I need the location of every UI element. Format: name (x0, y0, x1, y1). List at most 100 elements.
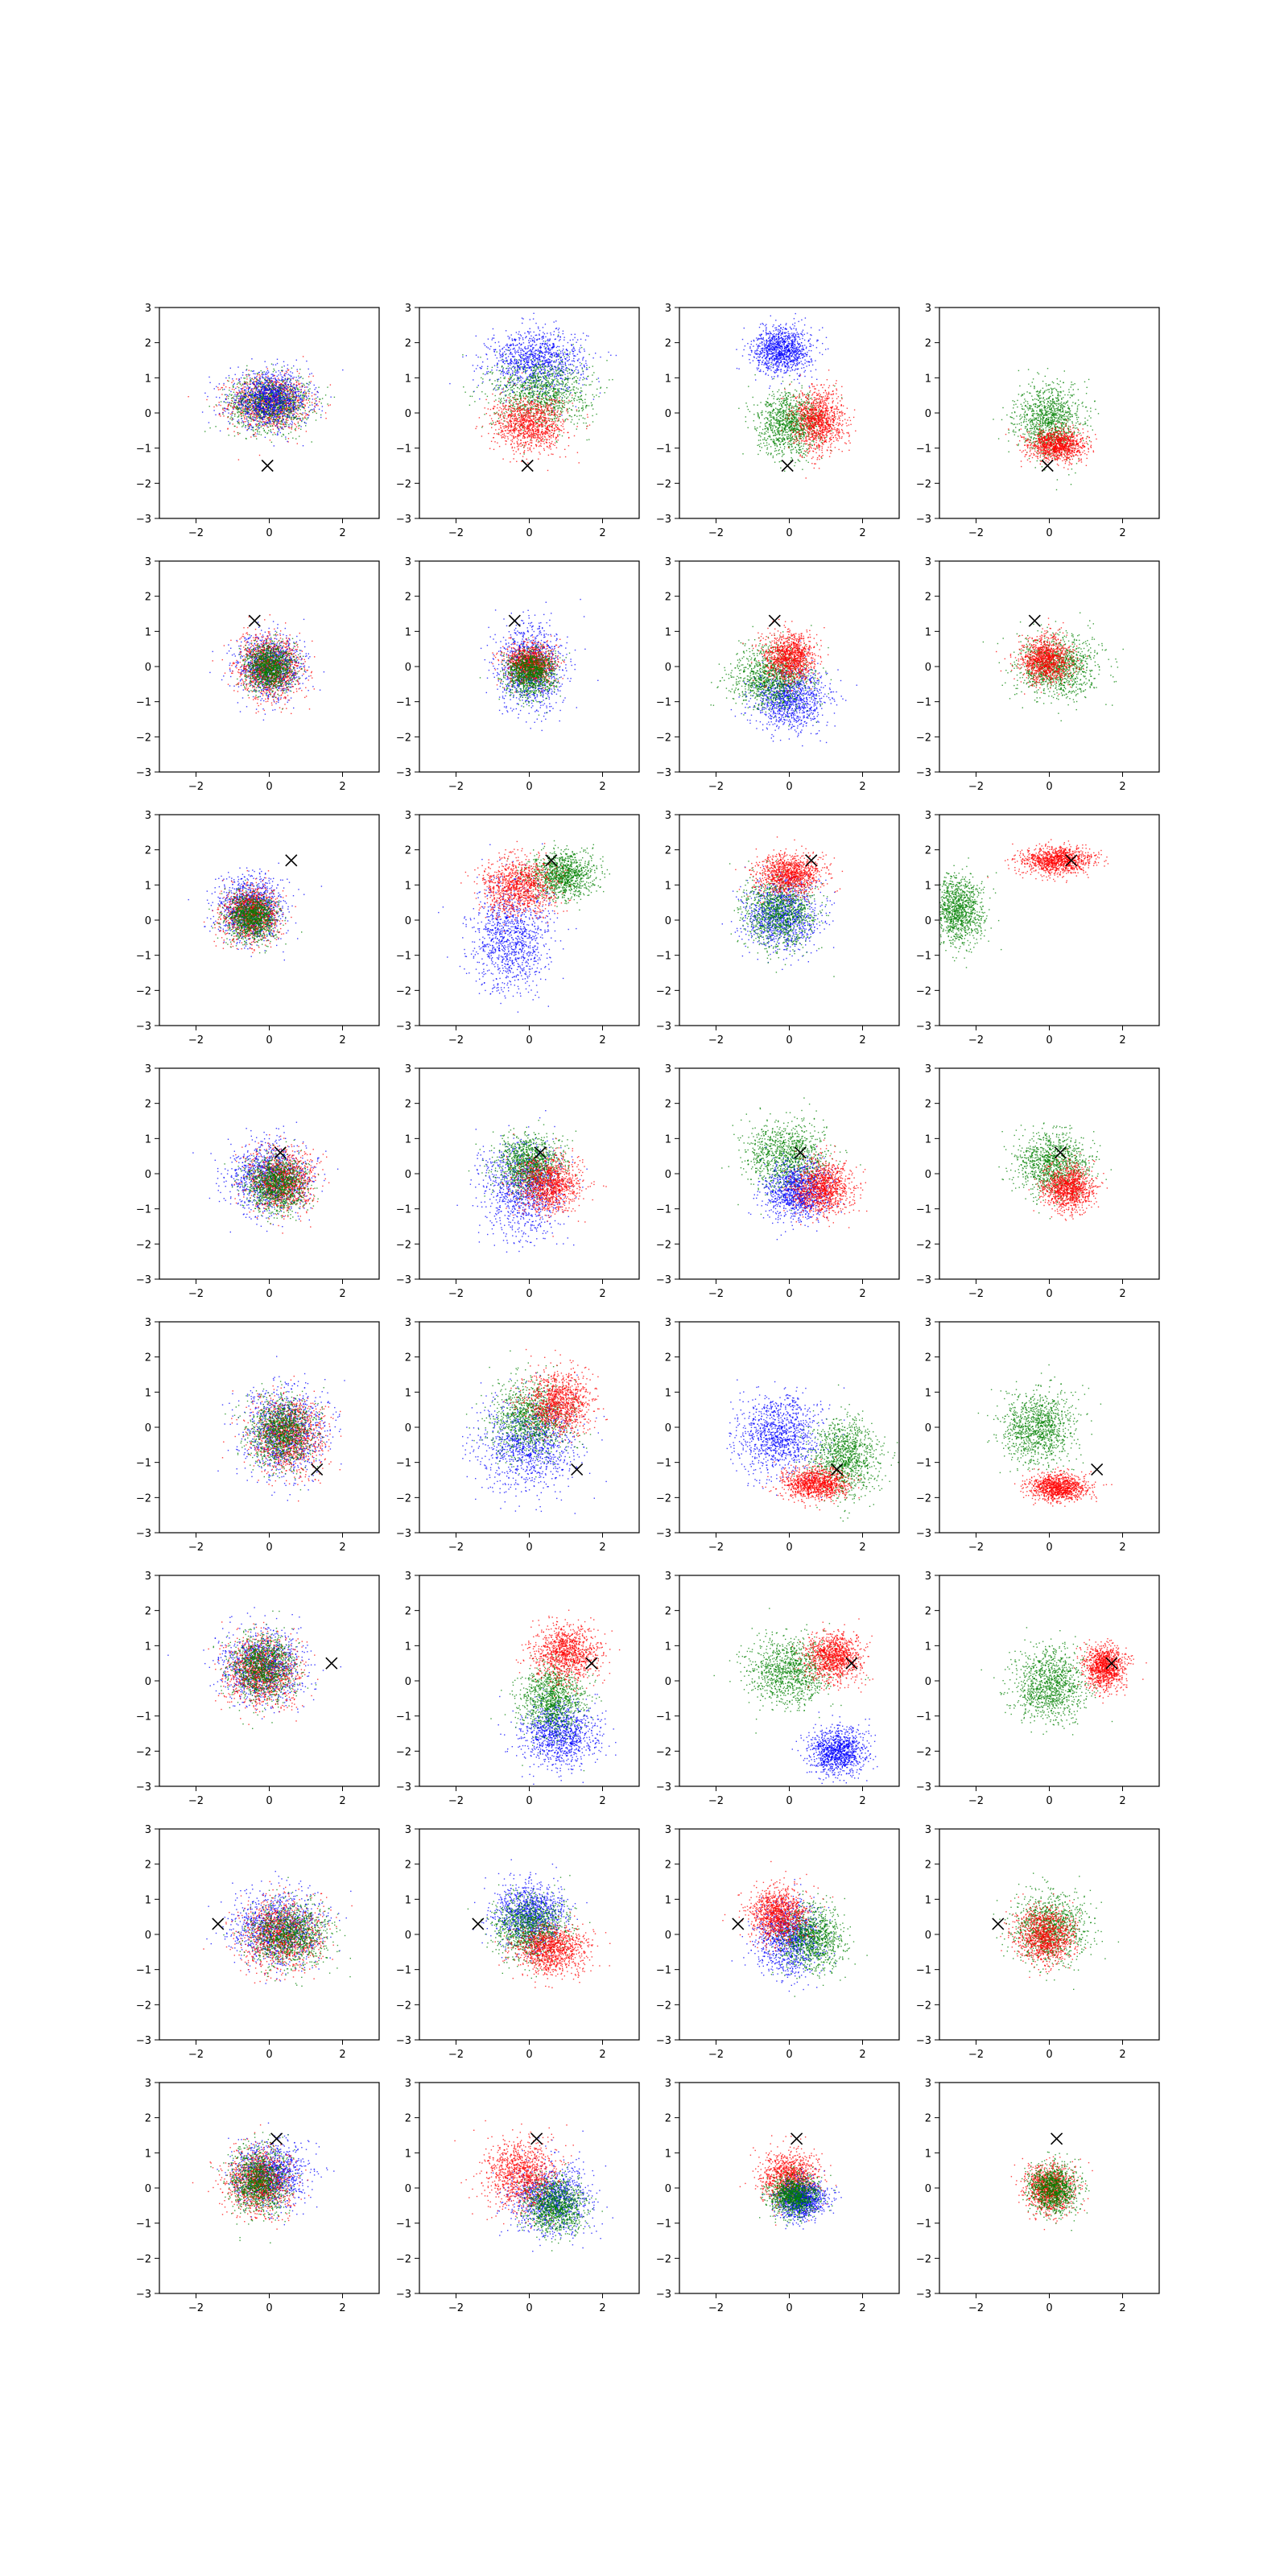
data-point (577, 369, 578, 370)
data-point (530, 366, 531, 367)
data-point (235, 403, 236, 404)
data-point (225, 402, 226, 403)
data-point (257, 373, 258, 374)
data-point (247, 414, 248, 415)
data-point (503, 371, 504, 372)
data-point (252, 410, 253, 411)
data-point (279, 414, 280, 415)
data-point (542, 366, 543, 367)
data-point (243, 411, 244, 412)
data-point (248, 397, 249, 398)
data-point (250, 370, 251, 371)
data-point (231, 413, 232, 414)
data-point (534, 338, 535, 339)
data-point (274, 386, 275, 387)
data-point (582, 384, 583, 385)
data-point (546, 380, 547, 381)
data-point (547, 345, 548, 346)
data-point (281, 376, 282, 377)
data-point (525, 353, 526, 354)
data-point (306, 395, 307, 396)
data-point (273, 421, 274, 422)
data-point (223, 383, 224, 384)
data-point (296, 395, 297, 396)
data-point (592, 357, 593, 358)
data-point (514, 358, 515, 359)
data-point (476, 368, 477, 369)
data-point (275, 405, 276, 406)
data-point (265, 400, 266, 401)
data-point (286, 422, 287, 423)
data-point (505, 373, 506, 374)
data-point (293, 390, 294, 391)
data-point (286, 400, 287, 401)
data-point (275, 400, 276, 401)
data-point (256, 413, 257, 414)
data-point (225, 386, 226, 387)
data-point (506, 384, 507, 385)
data-point (325, 412, 326, 413)
data-point (235, 407, 236, 408)
data-point (220, 415, 221, 416)
data-point (558, 334, 559, 335)
data-point (530, 378, 531, 379)
data-point (243, 395, 244, 396)
data-point (519, 360, 520, 361)
data-point (229, 423, 230, 424)
data-point (494, 365, 495, 366)
data-point (247, 420, 248, 421)
data-point (514, 349, 515, 350)
data-point (303, 385, 304, 386)
data-point (237, 408, 238, 409)
data-point (510, 359, 511, 360)
data-point (561, 383, 562, 384)
data-point (286, 389, 287, 390)
data-point (248, 386, 249, 387)
data-point (248, 416, 249, 417)
data-point (500, 399, 501, 400)
data-point (264, 416, 265, 417)
data-point (569, 408, 570, 409)
data-point (265, 374, 266, 375)
data-point (556, 353, 557, 354)
data-point (265, 382, 266, 383)
data-point (541, 336, 542, 337)
data-point (299, 413, 300, 414)
data-point (498, 385, 499, 386)
data-point (547, 370, 548, 371)
data-point (520, 376, 521, 377)
data-point (284, 426, 285, 427)
data-point (271, 390, 272, 391)
data-point (493, 337, 494, 338)
data-point (532, 358, 533, 359)
data-point (244, 417, 245, 418)
data-point (591, 405, 592, 406)
data-point (558, 375, 559, 376)
data-point (265, 394, 266, 395)
data-point (295, 438, 296, 439)
data-point (567, 387, 568, 388)
data-point (283, 412, 284, 413)
data-point (284, 375, 285, 376)
data-point (282, 418, 283, 419)
data-point (302, 394, 303, 395)
data-point (278, 389, 279, 390)
data-point (256, 423, 257, 424)
data-point (529, 333, 530, 334)
data-point (291, 400, 292, 401)
data-point (474, 370, 475, 371)
data-point (242, 384, 243, 385)
data-point (505, 354, 506, 355)
data-point (530, 352, 531, 353)
data-point (269, 380, 270, 381)
data-point (223, 385, 224, 386)
data-point (239, 405, 240, 406)
data-point (540, 348, 541, 349)
data-point (245, 421, 246, 422)
data-point (235, 374, 236, 375)
data-point (266, 388, 267, 389)
data-point (317, 396, 318, 397)
data-point (575, 350, 576, 351)
data-point (276, 416, 277, 417)
data-point (537, 361, 538, 362)
